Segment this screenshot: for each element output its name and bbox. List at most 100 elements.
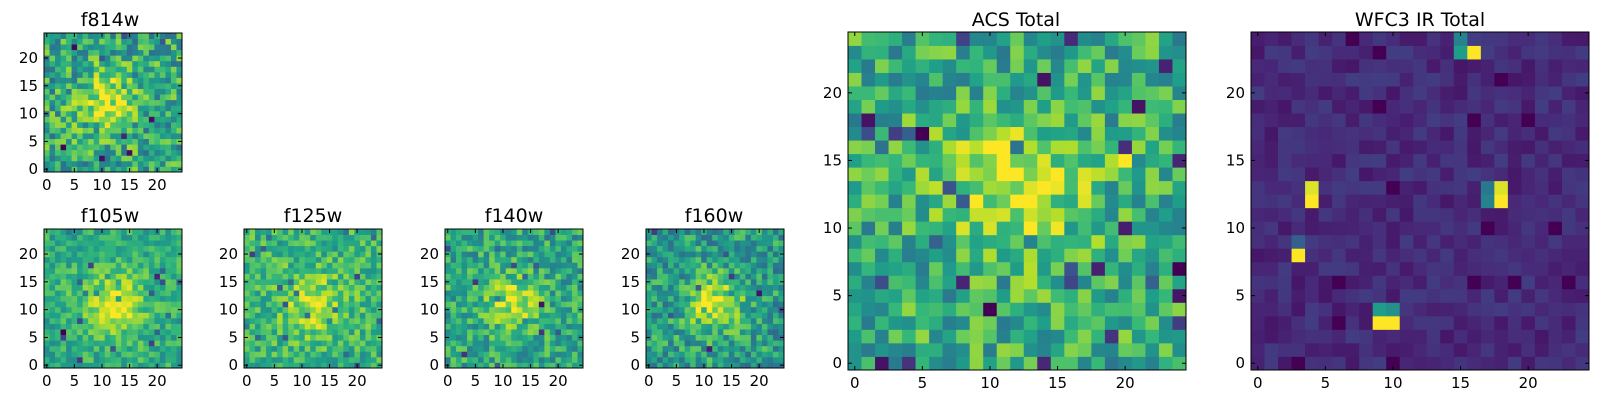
heatmap-cell <box>376 329 383 336</box>
heatmap-cell <box>734 245 741 252</box>
heatmap-cell <box>478 329 485 336</box>
heatmap-cell <box>66 351 72 358</box>
heatmap-cell <box>662 251 669 258</box>
heatmap-cell <box>511 262 518 269</box>
heatmap-cell <box>560 301 567 308</box>
heatmap-cell <box>159 83 166 89</box>
heatmap-cell <box>60 329 67 336</box>
heatmap-cell <box>110 267 117 274</box>
heatmap-cell <box>461 323 468 330</box>
heatmap-cell <box>756 345 763 352</box>
heatmap-cell <box>450 301 457 308</box>
heatmap-cell <box>77 306 84 313</box>
heatmap-cell <box>310 284 317 291</box>
heatmap-cell <box>288 262 295 269</box>
heatmap-cell <box>668 345 674 352</box>
heatmap-cell <box>82 155 89 162</box>
heatmap-cell <box>712 312 719 319</box>
heatmap-cell <box>137 138 144 145</box>
heatmap-cell <box>1575 288 1590 303</box>
x-tick-label: 5 <box>672 372 682 390</box>
heatmap-cell <box>1264 194 1279 209</box>
heatmap-cell <box>126 306 133 313</box>
heatmap-cell <box>956 315 971 330</box>
heatmap-cell <box>728 256 735 263</box>
heatmap-cell <box>996 356 1011 371</box>
heatmap-cell <box>646 323 652 330</box>
heatmap-cell <box>1318 288 1333 303</box>
heatmap-cell <box>244 345 250 352</box>
heatmap-cell <box>772 279 779 285</box>
heatmap-cell <box>942 32 957 46</box>
heatmap-cell <box>104 60 111 67</box>
heatmap-cell <box>115 166 122 173</box>
heatmap-cell <box>132 262 139 269</box>
heatmap-cell <box>712 290 719 297</box>
heatmap-cell <box>566 251 573 258</box>
heatmap-cell <box>1440 261 1455 276</box>
heatmap-cell <box>706 351 713 358</box>
heatmap-cell <box>132 166 139 173</box>
heatmap-cell <box>321 290 328 297</box>
heatmap-cell <box>1440 86 1455 100</box>
heatmap-cell <box>165 121 172 128</box>
heatmap-cell <box>577 262 584 269</box>
y-tick-label: 15 <box>1226 151 1245 169</box>
heatmap-cell <box>739 356 746 363</box>
heatmap-cell <box>1345 45 1360 60</box>
heatmap-cell <box>359 273 366 280</box>
heatmap-cell <box>527 279 534 285</box>
heatmap-cell <box>170 340 177 347</box>
heatmap-cell <box>176 284 183 291</box>
heatmap-cell <box>99 138 106 145</box>
heatmap-cell <box>1507 113 1522 128</box>
heatmap-cell <box>255 290 261 297</box>
heatmap-cell <box>1305 342 1319 357</box>
heatmap-cell <box>44 121 50 128</box>
heatmap-cell <box>511 251 518 258</box>
heatmap-cell <box>1507 99 1522 114</box>
heatmap-cell <box>516 329 523 336</box>
heatmap-cell <box>915 275 930 290</box>
heatmap-cell <box>902 59 916 73</box>
heatmap-cell <box>566 356 573 363</box>
heatmap-cell <box>159 279 166 285</box>
heatmap-cell <box>489 295 496 302</box>
heatmap-cell <box>104 33 111 39</box>
heatmap-cell <box>1291 221 1306 236</box>
heatmap-cell <box>354 323 361 330</box>
heatmap-cell <box>77 66 84 73</box>
heatmap-cell <box>566 362 573 369</box>
heatmap-cell <box>159 345 166 352</box>
heatmap-cell <box>170 267 177 274</box>
heatmap-cell <box>170 345 177 352</box>
panel-title: WFC3 IR Total <box>1355 9 1485 31</box>
heatmap-cell <box>1251 32 1265 46</box>
heatmap-cell <box>494 290 501 297</box>
heatmap-cell <box>137 273 144 280</box>
heatmap-cell <box>1264 315 1279 330</box>
heatmap-cell <box>266 295 272 302</box>
heatmap-cell <box>354 279 361 285</box>
heatmap-cell <box>472 340 479 347</box>
heatmap-cell <box>82 138 89 145</box>
heatmap-cell <box>739 295 746 302</box>
heatmap-cell <box>266 245 272 252</box>
heatmap-cell <box>49 160 56 167</box>
heatmap-cell <box>93 351 100 358</box>
heatmap-cell <box>690 256 697 263</box>
heatmap-cell <box>115 312 122 319</box>
heatmap-cell <box>560 284 567 291</box>
heatmap-cell <box>126 49 133 56</box>
heatmap-cell <box>996 32 1011 46</box>
heatmap-cell <box>1278 59 1292 73</box>
heatmap-cell <box>315 362 322 369</box>
heatmap-cell <box>902 248 916 263</box>
heatmap-cell <box>1548 315 1563 330</box>
heatmap-cell <box>1318 207 1333 222</box>
heatmap-cell <box>1521 288 1536 303</box>
heatmap-cell <box>332 362 339 369</box>
heatmap-cell <box>115 267 122 274</box>
x-tick-label: 10 <box>694 372 713 390</box>
heatmap-cell <box>44 301 50 308</box>
